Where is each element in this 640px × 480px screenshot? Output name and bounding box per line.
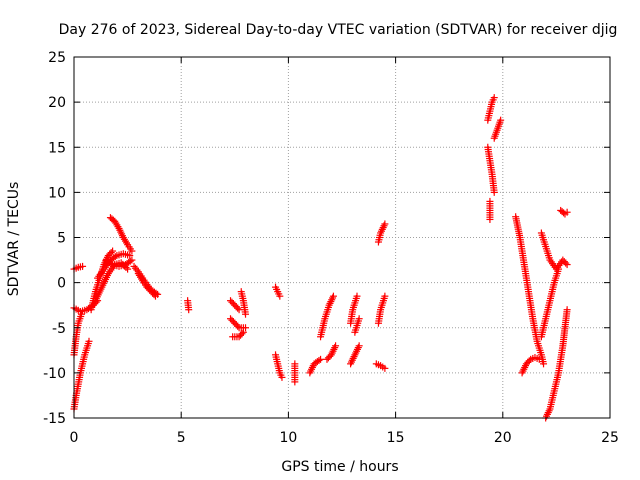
- data-point: [332, 342, 340, 350]
- data-point: [242, 310, 250, 318]
- x-tick-label: 0: [70, 430, 79, 446]
- data-point: [239, 328, 247, 336]
- y-tick-label: 15: [48, 140, 66, 156]
- x-axis-title: GPS time / hours: [281, 459, 398, 475]
- data-point: [355, 315, 363, 323]
- data-point: [107, 249, 115, 257]
- data-point: [291, 378, 299, 386]
- data-point: [353, 292, 361, 300]
- x-tick-label: 20: [494, 430, 512, 446]
- x-tick-label: 10: [279, 430, 297, 446]
- data-point: [128, 247, 136, 255]
- data-point: [111, 253, 119, 261]
- data-point: [185, 306, 193, 314]
- y-tick-label: -10: [43, 366, 66, 382]
- tick-labels-layer: 0 5 10 15 20 25 -15 -10 -5 0 5 10 15 20 25: [43, 50, 619, 446]
- data-point: [276, 292, 284, 300]
- ticks-layer: [73, 56, 611, 419]
- data-point: [525, 357, 533, 365]
- data-point: [381, 292, 389, 300]
- data-point: [85, 337, 93, 345]
- data-point: [490, 188, 498, 196]
- y-tick-label: 20: [48, 95, 66, 111]
- data-point: [562, 259, 570, 267]
- data-point: [126, 257, 134, 265]
- y-tick-label: -15: [43, 411, 66, 427]
- data-point: [242, 324, 250, 332]
- data-point: [497, 116, 505, 124]
- data-point: [560, 209, 568, 217]
- data-point: [151, 292, 159, 300]
- data-point: [555, 265, 563, 273]
- data-point: [490, 94, 498, 102]
- grid-layer: [74, 57, 610, 418]
- chart-title: Day 276 of 2023, Sidereal Day-to-day VTE…: [59, 22, 618, 38]
- data-point: [381, 364, 389, 372]
- data-point: [540, 360, 548, 368]
- y-axis-title: SDTVAR / TECUs: [6, 182, 22, 297]
- x-tick-label: 25: [601, 430, 619, 446]
- data-point: [535, 355, 543, 363]
- data-point: [150, 291, 158, 299]
- data-point: [329, 292, 337, 300]
- x-tick-label: 15: [387, 430, 405, 446]
- data-point: [381, 220, 389, 228]
- y-tick-label: 25: [48, 50, 66, 66]
- data-point: [563, 208, 571, 216]
- data-point: [238, 330, 246, 338]
- data-point: [486, 215, 494, 223]
- y-tick-label: 5: [57, 231, 66, 247]
- data-point: [234, 322, 242, 330]
- y-tick-label: 0: [57, 276, 66, 292]
- data-point: [107, 259, 115, 267]
- data-point: [79, 262, 87, 270]
- data-point: [109, 247, 117, 255]
- data-point: [355, 342, 363, 350]
- data-point: [563, 261, 571, 269]
- data-point: [315, 356, 323, 364]
- y-tick-label: 10: [48, 185, 66, 201]
- data-point: [317, 355, 325, 363]
- data-point: [278, 373, 286, 381]
- data-point: [128, 256, 136, 264]
- y-tick-label: -5: [52, 321, 66, 337]
- data-point: [563, 306, 571, 314]
- x-tick-label: 5: [177, 430, 186, 446]
- data-point: [234, 304, 242, 312]
